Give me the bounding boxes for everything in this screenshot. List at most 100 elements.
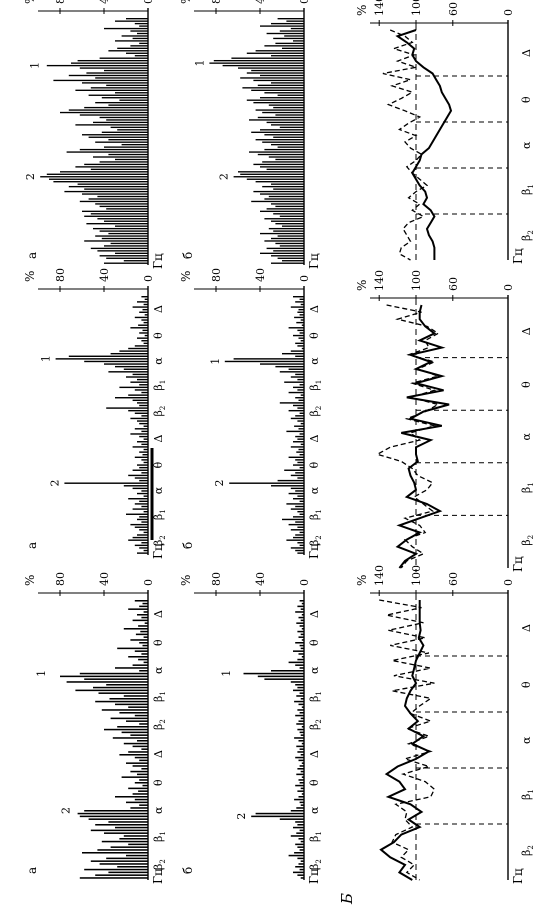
bar — [138, 625, 148, 627]
bar — [142, 644, 148, 647]
band-label: α — [308, 486, 321, 494]
bar — [299, 692, 304, 694]
y-tick-label: 0 — [298, 275, 311, 282]
bar — [273, 213, 304, 215]
bar — [99, 863, 148, 865]
bar — [257, 675, 304, 678]
bar — [295, 472, 304, 474]
band-label: α — [152, 666, 165, 674]
bar — [298, 720, 304, 722]
peak-label: 1 — [220, 670, 233, 677]
bar — [82, 82, 148, 84]
bar — [297, 420, 304, 422]
x-unit-label: Гц — [307, 868, 321, 884]
bar — [298, 337, 304, 339]
bar — [290, 446, 304, 448]
bar — [115, 20, 148, 22]
bar — [90, 829, 148, 832]
bar — [301, 614, 304, 616]
bar — [253, 79, 304, 82]
bar — [143, 448, 148, 451]
bar — [255, 109, 304, 111]
band-label: θ — [308, 779, 321, 786]
bar — [143, 438, 148, 440]
bar — [134, 55, 148, 57]
y-tick-label: 80 — [210, 572, 223, 586]
bar — [293, 441, 304, 443]
bar — [49, 178, 148, 180]
bar — [271, 183, 304, 185]
bar — [143, 495, 148, 497]
y-tick-label: 0 — [502, 9, 515, 16]
bar — [128, 608, 148, 610]
bar — [298, 448, 304, 451]
bar — [84, 163, 148, 166]
bar — [143, 549, 148, 552]
bar — [137, 614, 148, 616]
band-label: β2 — [308, 859, 323, 870]
bar — [264, 240, 304, 242]
bar — [137, 337, 148, 339]
band-label: θ — [308, 332, 321, 339]
bar — [53, 181, 148, 183]
bar — [115, 703, 148, 706]
bar — [101, 709, 148, 711]
bar — [143, 461, 148, 464]
bar — [264, 45, 304, 47]
bar — [126, 376, 148, 378]
bar — [132, 508, 148, 510]
bar — [299, 453, 304, 456]
bar — [128, 751, 148, 753]
bar — [260, 166, 304, 168]
band-label: β1 — [520, 184, 535, 195]
bar — [97, 195, 148, 198]
bar — [264, 148, 304, 151]
bar — [298, 636, 304, 638]
bar — [137, 301, 148, 303]
bar — [142, 308, 148, 311]
bar — [240, 173, 304, 175]
bar — [297, 605, 304, 608]
bar — [298, 653, 304, 655]
bar — [268, 104, 304, 106]
bar — [295, 505, 304, 508]
bar — [134, 756, 148, 759]
bar — [293, 386, 304, 389]
bar — [297, 510, 304, 513]
bar — [297, 709, 304, 711]
bar — [299, 433, 304, 435]
bar — [298, 838, 304, 840]
bar — [117, 129, 148, 131]
bar — [240, 77, 304, 79]
bar — [297, 461, 304, 464]
bar — [106, 208, 148, 210]
bar — [246, 178, 304, 180]
bar — [293, 871, 304, 874]
bar — [121, 35, 148, 37]
band-label: α — [520, 736, 533, 744]
bar — [110, 846, 148, 848]
bar — [297, 658, 304, 661]
bar — [144, 334, 148, 337]
panels: 0 40 80% Гц 1 2 а Δθ α β1 β2 Δθ α β1 β2 0 40 80% Гц 1 2 б Δθ α β… — [23, 0, 535, 884]
bar — [296, 723, 304, 725]
bar — [277, 235, 304, 237]
bar — [290, 306, 304, 308]
bar — [79, 148, 148, 151]
bar — [295, 301, 304, 303]
bar — [141, 459, 148, 461]
bar — [75, 124, 148, 126]
bar — [264, 678, 304, 680]
bar — [115, 667, 148, 669]
bar — [286, 503, 304, 505]
bar — [79, 114, 148, 116]
bar — [299, 600, 304, 602]
bar — [300, 303, 304, 306]
bar — [295, 784, 304, 787]
band-label: θ — [308, 461, 321, 468]
bar — [141, 391, 148, 394]
bar — [295, 684, 304, 686]
bar — [82, 210, 148, 213]
y-tick-label: 100 — [410, 565, 423, 586]
